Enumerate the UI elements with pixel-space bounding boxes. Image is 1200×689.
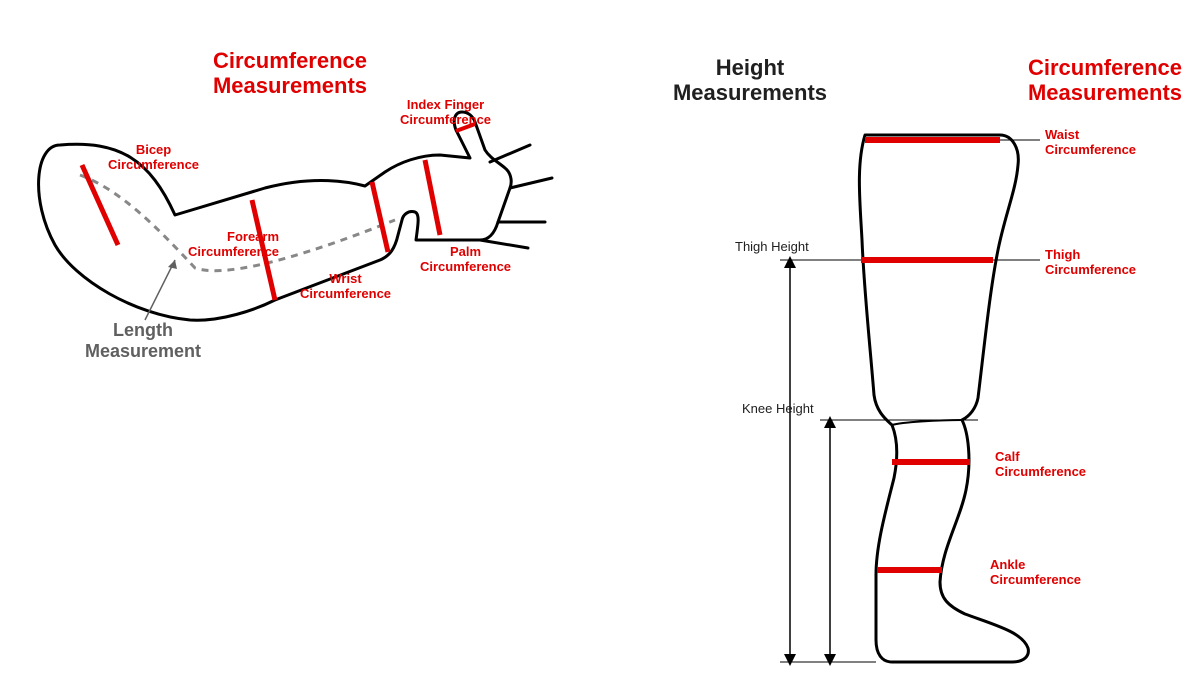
- leg-svg: [640, 0, 1200, 689]
- length-label: Length Measurement: [85, 320, 201, 361]
- length-leader: [145, 260, 175, 320]
- length-leader-arrow: [168, 260, 177, 269]
- palm-line: [425, 160, 440, 235]
- waist-label: Waist Circumference: [1045, 128, 1136, 158]
- leg-diagram: Height Measurements Circumference Measur…: [640, 0, 1200, 689]
- knee-inner: [892, 420, 962, 425]
- wrist-label: Wrist Circumference: [300, 272, 391, 302]
- thigh-height-label: Thigh Height: [735, 240, 809, 255]
- bicep-line: [82, 165, 118, 245]
- palm-label: Palm Circumference: [420, 245, 511, 275]
- index-label: Index Finger Circumference: [400, 98, 491, 128]
- arm-fingers: [480, 145, 552, 248]
- knee-height-label: Knee Height: [742, 402, 814, 417]
- arm-diagram: Circumference Measurements Bicep Circumf…: [0, 0, 600, 420]
- thigh-label: Thigh Circumference: [1045, 248, 1136, 278]
- forearm-label: Forearm Circumference: [188, 230, 279, 260]
- calf-label: Calf Circumference: [995, 450, 1086, 480]
- bicep-label: Bicep Circumference: [108, 143, 199, 173]
- ankle-label: Ankle Circumference: [990, 558, 1081, 588]
- wrist-line: [372, 182, 388, 252]
